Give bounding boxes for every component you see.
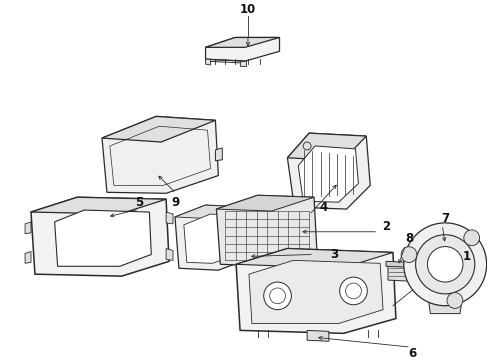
Polygon shape [25,252,31,263]
Circle shape [303,142,311,150]
Polygon shape [31,197,166,214]
Polygon shape [388,264,408,281]
Polygon shape [236,248,396,333]
Text: 1: 1 [463,250,471,263]
Polygon shape [288,133,367,161]
Polygon shape [240,61,246,66]
Polygon shape [217,195,314,211]
Polygon shape [216,148,222,161]
Polygon shape [298,146,358,202]
Polygon shape [307,330,329,341]
Polygon shape [205,37,279,47]
Text: 3: 3 [330,248,338,261]
Text: 6: 6 [409,347,417,360]
Text: 7: 7 [441,212,449,225]
Text: 2: 2 [382,220,390,233]
Polygon shape [205,37,279,61]
Text: 8: 8 [406,232,414,245]
Polygon shape [31,197,169,276]
Polygon shape [205,59,211,65]
Polygon shape [386,261,411,267]
Polygon shape [217,195,317,266]
Polygon shape [166,212,173,224]
Text: 4: 4 [320,201,328,213]
Circle shape [264,282,292,310]
Polygon shape [249,260,383,324]
Polygon shape [175,205,250,270]
Polygon shape [184,214,242,263]
Polygon shape [25,222,31,234]
Circle shape [447,293,463,309]
Polygon shape [166,248,173,260]
Polygon shape [175,205,248,219]
Polygon shape [55,210,151,266]
Circle shape [404,223,487,306]
Circle shape [464,230,480,246]
Polygon shape [236,248,393,268]
Circle shape [401,247,417,262]
Text: 5: 5 [135,196,144,209]
Text: 9: 9 [172,196,180,209]
Polygon shape [288,133,370,209]
Circle shape [416,235,475,294]
Polygon shape [102,116,219,193]
Polygon shape [427,294,463,314]
Polygon shape [102,116,216,142]
Circle shape [427,247,463,282]
Circle shape [340,277,368,305]
Text: 10: 10 [240,3,256,16]
